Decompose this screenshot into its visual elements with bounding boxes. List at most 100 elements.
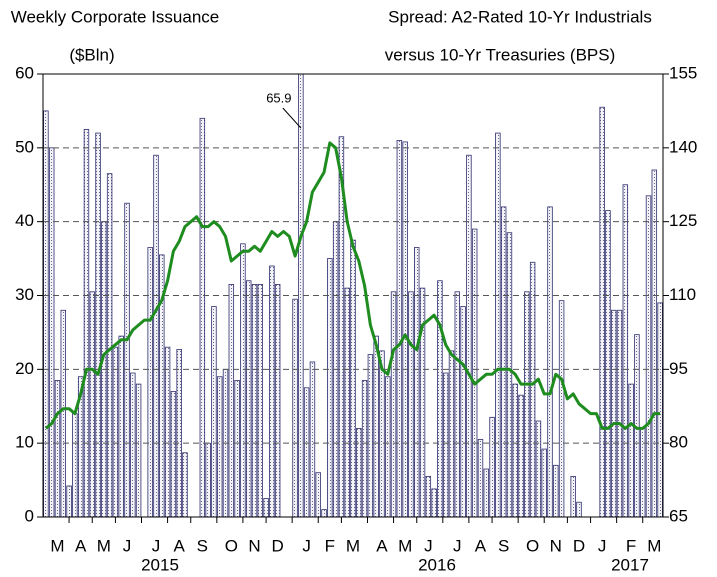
bar: [130, 372, 136, 517]
bar: [553, 464, 559, 517]
y-axis-title: ($Bln): [69, 45, 114, 64]
bar: [425, 475, 432, 517]
bar: [298, 74, 304, 517]
bar: [205, 442, 211, 517]
bars: [43, 74, 663, 517]
x-tick-label: F: [626, 536, 636, 555]
x-tick-label: O: [526, 536, 539, 555]
bar: [95, 132, 101, 517]
y2-tick-label: 65: [669, 506, 688, 525]
y2-axis-title: Spread: A2-Rated 10-Yr Industrials: [388, 7, 652, 26]
x-tick-label: N: [550, 536, 562, 555]
y-tick-label: 60: [15, 63, 34, 82]
bar: [402, 141, 408, 517]
y2-tick-label: 155: [669, 63, 697, 82]
bar: [361, 380, 368, 517]
bar: [112, 346, 119, 517]
bar: [309, 361, 316, 517]
bar: [599, 106, 605, 517]
bar: [379, 350, 385, 517]
bar: [89, 291, 95, 517]
bar: [495, 132, 501, 517]
bar: [529, 261, 536, 517]
year-label: 2017: [611, 555, 649, 574]
x-tick-label: D: [573, 536, 585, 555]
bar: [651, 169, 658, 517]
y2-tick-label: 80: [669, 433, 688, 452]
x-tick-label: A: [173, 536, 185, 555]
bar: [60, 309, 66, 517]
x-tick-label: A: [75, 536, 87, 555]
annotation-leader: [282, 107, 302, 129]
spread-line: [44, 141, 661, 430]
bar: [43, 110, 49, 517]
year-label: 2016: [418, 555, 456, 574]
bar: [460, 306, 466, 517]
bar: [147, 247, 153, 517]
y2-tick-label: 95: [669, 359, 688, 378]
bar: [605, 210, 611, 517]
bar: [315, 472, 321, 517]
bar: [118, 335, 124, 517]
bar: [373, 335, 379, 517]
bar: [124, 202, 130, 517]
bar: [106, 173, 113, 517]
x-tick-label: A: [376, 536, 388, 555]
y-axis-title: Weekly Corporate Issuance: [11, 7, 220, 26]
bar: [217, 376, 223, 517]
bar: [408, 291, 414, 517]
bar: [164, 346, 171, 517]
bar: [344, 287, 350, 517]
x-tick-label: N: [248, 536, 260, 555]
x-tick-label: M: [346, 536, 360, 555]
x-tick-label: J: [598, 536, 607, 555]
bar: [66, 485, 72, 517]
bar: [385, 376, 391, 517]
bar: [506, 232, 513, 517]
y-tick-label: 40: [15, 211, 34, 230]
bar: [622, 184, 629, 517]
bar: [640, 427, 646, 517]
x-tick-label: J: [424, 536, 433, 555]
bar: [367, 354, 374, 517]
bar: [83, 128, 90, 517]
bar: [541, 448, 547, 517]
x-tick-label: D: [272, 536, 284, 555]
bar: [274, 284, 281, 517]
bar: [303, 387, 310, 517]
y2-tick-label: 140: [669, 137, 697, 156]
x-tick-label: S: [197, 536, 208, 555]
bar: [535, 420, 542, 517]
bar: [327, 258, 333, 517]
x-tick-label: J: [123, 536, 132, 555]
y-tick-label: 0: [25, 506, 34, 525]
x-tick-label: O: [225, 536, 238, 555]
bar: [628, 383, 634, 517]
bar: [518, 394, 524, 517]
bar: [72, 413, 78, 517]
bar: [570, 475, 576, 517]
bar: [135, 383, 142, 517]
y2-tick-label: 110: [669, 285, 696, 304]
bar: [159, 254, 165, 517]
bar: [547, 206, 553, 517]
y-tick-label: 30: [15, 285, 34, 304]
bar: [616, 309, 623, 517]
bar: [477, 439, 484, 517]
bar: [77, 376, 84, 517]
x-tick-label: J: [453, 536, 462, 555]
x-tick-label: J: [152, 536, 161, 555]
bar: [448, 350, 455, 517]
x-tick-label: J: [302, 536, 311, 555]
bar: [263, 498, 269, 517]
bar: [153, 154, 159, 517]
y-tick-label: 20: [15, 359, 34, 378]
bar: [350, 239, 356, 517]
x-tick-label: M: [647, 536, 661, 555]
y2-tick-label: 125: [669, 211, 697, 230]
bar: [576, 501, 582, 517]
bar: [321, 509, 327, 517]
y2-axis-title: versus 10-Yr Treasuries (BPS): [385, 45, 616, 64]
bar: [54, 380, 61, 517]
